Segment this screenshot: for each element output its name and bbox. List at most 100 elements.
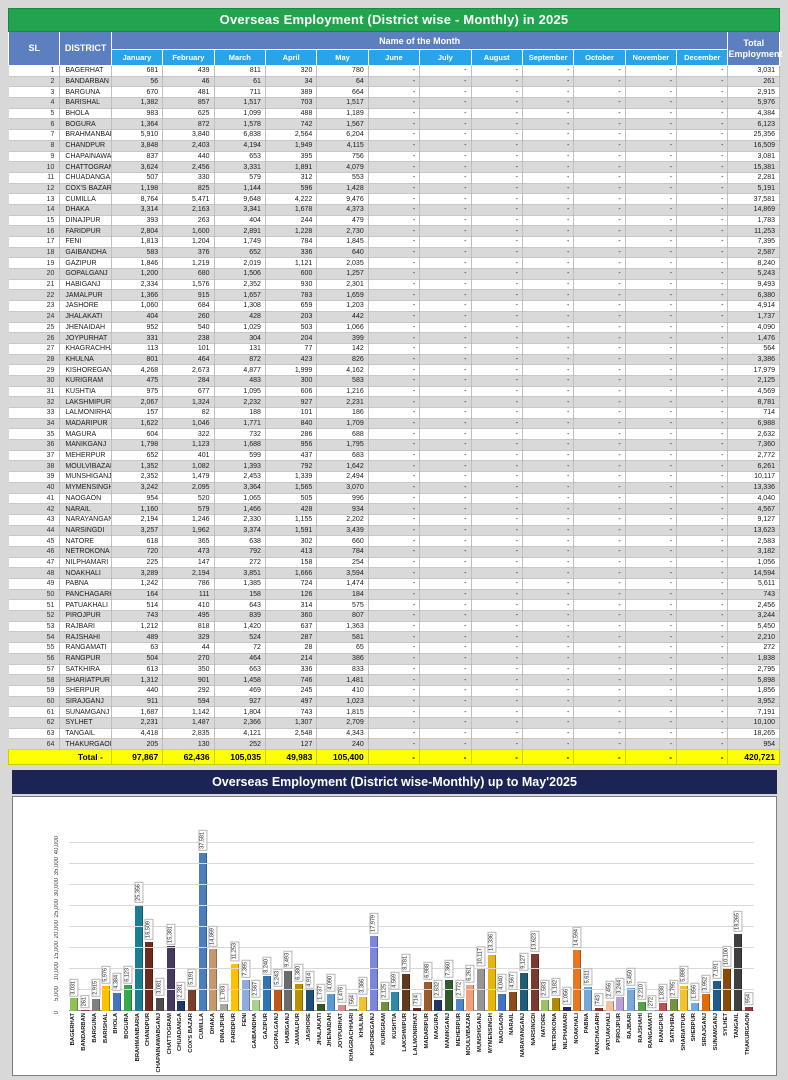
month-value-cell: 801 (111, 354, 164, 366)
bar-slot: 13,336 (486, 843, 497, 1011)
month-value-cell: 581 (316, 631, 369, 644)
sl-cell: 18 (8, 247, 61, 259)
x-axis-category-label: THAKURGAON (744, 1013, 751, 1055)
month-value-cell: 336 (265, 664, 318, 676)
x-label-slot: CHATTOGRAM (165, 1013, 176, 1073)
month-value-cell: 331 (111, 332, 164, 344)
empty-month-cell: - (419, 525, 472, 537)
empty-month-cell: - (573, 247, 626, 259)
bar-value-label: 7,395 (241, 960, 251, 978)
total-employment-cell: 1,783 (727, 215, 780, 227)
empty-month-cell: - (471, 450, 523, 462)
x-axis-category-label: BOGURA (123, 1013, 130, 1039)
bar-slot: 4,090 (326, 843, 337, 1011)
month-value-cell: 4,194 (214, 140, 266, 152)
table-row: 42 NARAIL 1,160 579 1,466 428 934- - - - - - -4,567 (8, 503, 780, 515)
empty-month-cell: - (573, 450, 626, 462)
empty-month-cell: - (419, 311, 472, 323)
empty-month-cell: - (522, 685, 575, 697)
empty-month-cell: - (522, 450, 575, 462)
bar-value-label: 10,117 (476, 946, 486, 967)
y-axis-tick-label: 5,000 (54, 985, 60, 1001)
month-value-cell: 2,301 (316, 279, 369, 291)
empty-month-cell: - (573, 621, 626, 633)
month-value-cell: 72 (214, 642, 266, 654)
empty-month-cell: - (573, 674, 626, 686)
month-value-cell: 743 (265, 706, 318, 718)
x-axis-category-label: MANIKGANJ (445, 1013, 452, 1049)
empty-month-cell: - (676, 514, 729, 526)
total-month-cell: 105,400 (316, 749, 369, 765)
table-row: 51 PATUAKHALI 514 410 643 314 575- - - - - - -2,456 (8, 599, 780, 612)
month-value-cell: 322 (162, 428, 215, 441)
month-value-cell: 746 (265, 674, 318, 686)
month-value-cell: 1,144 (214, 183, 266, 195)
x-label-slot: SYLHET (722, 1013, 733, 1073)
x-axis-category-label: GOPALGANJ (273, 1013, 280, 1050)
month-value-cell: 1,600 (162, 225, 215, 237)
empty-month-cell: - (419, 503, 472, 515)
empty-month-cell: - (471, 418, 523, 430)
bar-value-label: 714 (412, 992, 422, 1006)
month-value-cell: 1,813 (111, 236, 164, 248)
empty-month-cell: - (471, 514, 523, 526)
empty-month-cell: - (368, 525, 421, 537)
x-axis-category-label: PABNA (584, 1013, 591, 1034)
empty-month-cell: - (471, 183, 523, 195)
month-value-cell: 1,228 (265, 225, 318, 237)
table-row: 22 JAMALPUR 1,366 915 1,657 783 1,659- - - - - - -6,… (8, 289, 780, 302)
empty-month-cell: - (522, 118, 575, 131)
month-value-cell: 389 (265, 86, 318, 99)
x-axis-category-label: JAMALPUR (295, 1013, 302, 1046)
empty-month-cell: - (573, 215, 626, 227)
table-row: 56 RANGPUR 504 270 464 214 386- - - - - - -1,838 (8, 653, 780, 665)
x-axis-category-label: COX'S BAZAR (188, 1013, 195, 1053)
empty-month-cell: - (419, 514, 472, 526)
bar (541, 1000, 550, 1011)
x-axis-category-label: NATORE (541, 1013, 548, 1037)
month-value-cell: 872 (214, 354, 266, 366)
empty-month-cell: - (471, 279, 523, 291)
month-value-cell: 681 (111, 65, 164, 77)
empty-month-cell: - (471, 396, 523, 408)
month-value-cell: 930 (265, 279, 318, 291)
x-axis-category-label: GAIBANDHA (252, 1013, 259, 1049)
month-value-cell: 911 (111, 696, 164, 708)
x-label-slot: MEHERPUR (454, 1013, 465, 1073)
month-value-cell: 514 (111, 599, 164, 612)
bar-value-label: 13,623 (530, 930, 540, 952)
empty-month-cell: - (573, 482, 626, 494)
bar-value-label: 1,737 (316, 983, 325, 1002)
table-row: 3 BARGUNA 670 481 711 389 664- - - - - - -2,915 (8, 86, 780, 99)
sl-cell: 10 (8, 161, 61, 173)
total-employment-cell: 5,898 (727, 674, 780, 686)
empty-month-cell: - (368, 685, 421, 697)
sl-cell: 33 (8, 407, 61, 419)
empty-month-cell: - (522, 65, 575, 77)
bar-value-label: 564 (348, 993, 358, 1007)
bar (680, 986, 689, 1011)
month-value-cell: 1,576 (162, 279, 215, 291)
empty-month-cell: - (573, 151, 626, 163)
header-month: October (573, 49, 626, 66)
sl-cell: 39 (8, 471, 61, 483)
empty-month-cell: - (522, 471, 575, 483)
empty-month-cell: - (471, 332, 523, 344)
month-value-cell: 2,564 (265, 129, 318, 141)
month-value-cell: 1,307 (265, 717, 318, 729)
empty-month-cell: - (625, 65, 678, 77)
empty-month-cell: - (625, 418, 678, 430)
total-employment-cell: 7,360 (727, 439, 780, 451)
total-employment-cell: 14,869 (727, 204, 780, 216)
empty-month-cell: - (471, 247, 523, 259)
empty-month-cell: - (522, 300, 575, 312)
bar-value-label: 6,261 (465, 964, 475, 983)
empty-month-cell: - (676, 151, 729, 163)
empty-month-cell: - (625, 172, 678, 184)
x-label-slot: CHAPAINAWABGANJ (155, 1013, 166, 1073)
table-row: 61 SUNAMGANJ 1,687 1,142 1,804 743 1,815- - - - - -… (8, 706, 780, 718)
month-value-cell: 1,659 (316, 289, 369, 302)
empty-month-cell: - (368, 396, 421, 408)
x-axis-category-label: LALMONIRHAT (412, 1013, 419, 1056)
total-employment-cell: 2,915 (727, 86, 780, 99)
